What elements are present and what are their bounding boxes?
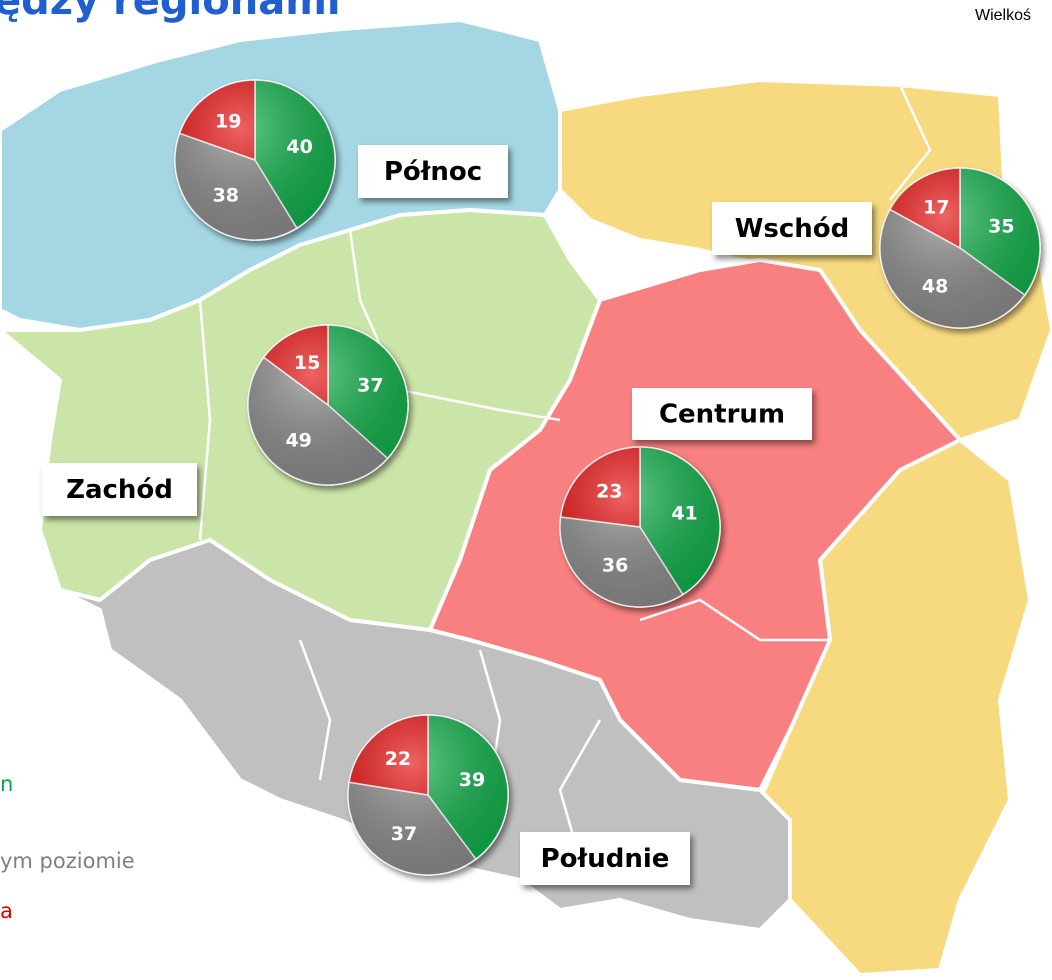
pie-value: 15 xyxy=(294,352,320,374)
pie-value: 22 xyxy=(385,748,411,770)
pie-value: 19 xyxy=(215,111,241,133)
pie-value: 17 xyxy=(923,197,949,219)
pie-value: 37 xyxy=(357,375,383,397)
pie-value: 38 xyxy=(213,185,239,207)
pie-value: 37 xyxy=(391,823,417,845)
region-label: Południe xyxy=(541,844,670,874)
region-label-box xyxy=(712,202,872,255)
legend-text: n xyxy=(0,772,13,796)
pie xyxy=(247,324,409,486)
pie-value: 23 xyxy=(596,481,622,503)
legend-text: ym poziomie xyxy=(0,849,135,873)
pie xyxy=(347,714,509,876)
note: Wielkoś xyxy=(975,7,1031,24)
region-label: Zachód xyxy=(66,475,173,505)
pie-value: 39 xyxy=(459,769,485,791)
pie xyxy=(879,167,1041,329)
pie-value: 48 xyxy=(922,276,948,298)
title: ędzy regionami xyxy=(0,0,341,24)
pie-value: 40 xyxy=(286,136,312,158)
region-label-box xyxy=(42,463,197,516)
region-label-box xyxy=(632,388,812,440)
legend-text: a xyxy=(0,899,13,923)
pie-value: 35 xyxy=(988,215,1014,237)
pie-value: 49 xyxy=(285,429,311,451)
region-label: Wschód xyxy=(735,214,850,244)
region-label: Północ xyxy=(384,157,482,187)
region-label-box xyxy=(358,145,508,198)
pie-value: 36 xyxy=(602,555,628,577)
region-label: Centrum xyxy=(659,400,785,430)
pie-value: 41 xyxy=(671,503,697,525)
region-label-box xyxy=(520,832,690,885)
pie xyxy=(559,446,721,608)
pie xyxy=(174,79,336,241)
